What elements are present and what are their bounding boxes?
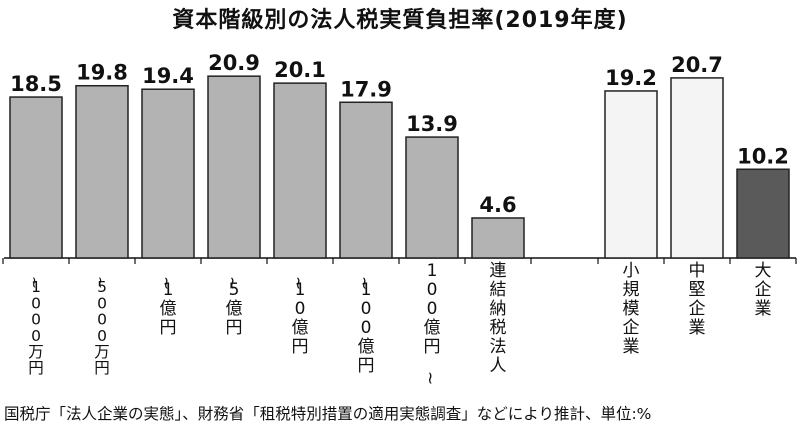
bar [339, 101, 393, 259]
category-label: 大企業 [755, 261, 772, 319]
bar [141, 88, 195, 259]
bar-value-label: 20.1 [274, 58, 326, 82]
chart-source-note: 国税庁「法人企業の実態」、財務省「租税特別措置の適用実態調査」などにより推計、単… [4, 405, 652, 423]
category-label: ~1 0 億円 [288, 276, 309, 357]
category-label: ~1 0 0 億円 [354, 276, 375, 376]
category-label: ~5 0 0 0 万円 [92, 276, 110, 377]
bar-value-label: 20.9 [208, 51, 260, 75]
category-label: ~5 億円 [222, 276, 243, 338]
bar-value-label: 19.8 [76, 61, 128, 85]
category-label: ~1 0 0 0 万円 [26, 276, 44, 377]
chart-title: 資本階級別の法人税実質負担率(2019年度) [172, 8, 628, 33]
bar [604, 90, 658, 259]
bar-value-label: 19.2 [605, 66, 657, 90]
bar [405, 136, 459, 259]
category-label: 中堅企業 [689, 261, 706, 338]
bar [273, 82, 327, 259]
chart-plot: 18.5 ~1 0 0 0 万円 19.8 ~5 0 0 0 万円 19.4 ~1 億円 20.9 ~5 億円 20… [2, 51, 797, 385]
bar-value-label: 10.2 [737, 144, 789, 168]
category-label: ~1 億円 [156, 276, 177, 338]
bar-value-label: 18.5 [10, 72, 62, 96]
bar [207, 75, 261, 259]
category-label: 小規模企業 [623, 261, 640, 357]
bar [9, 96, 63, 259]
category-label: 連結納税法人 [490, 261, 507, 376]
bar-value-label: 13.9 [406, 112, 458, 136]
bar [471, 217, 525, 259]
bar-value-label: 4.6 [479, 193, 516, 217]
bar [670, 77, 724, 259]
bar-value-label: 19.4 [142, 64, 194, 88]
bar-value-label: 17.9 [340, 77, 392, 101]
bar [75, 84, 129, 259]
bar [736, 168, 790, 259]
bar-value-label: 20.7 [671, 53, 723, 77]
category-label: 1 0 0 億円~ [420, 261, 441, 385]
